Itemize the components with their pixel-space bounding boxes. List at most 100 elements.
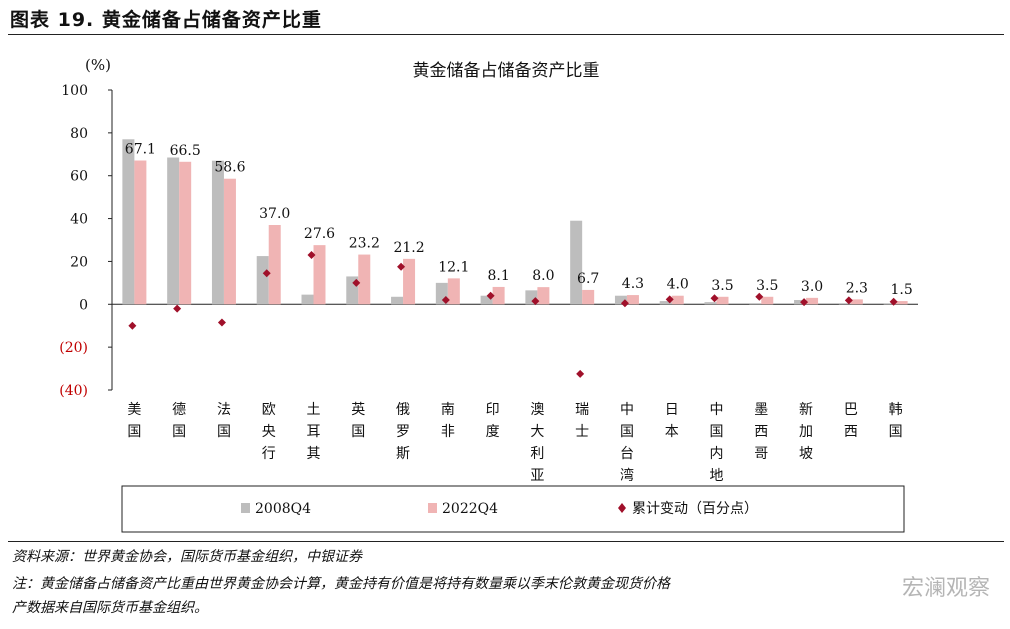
legend-swatch-2008q4 <box>241 503 250 513</box>
bar-data-label: 8.1 <box>487 268 509 284</box>
bar-2022q4 <box>850 299 863 305</box>
category-label-char: 澳 <box>530 402 544 418</box>
legend-box <box>121 485 905 533</box>
legend-label-change: 累计变动（百分点） <box>632 501 758 517</box>
category-label-char: 其 <box>307 446 321 462</box>
change-marker <box>262 269 271 278</box>
category-label-char: 巴 <box>844 402 858 418</box>
change-marker <box>755 292 764 301</box>
category-label-char: 行 <box>262 446 276 462</box>
y-tick-label: 0 <box>79 297 88 313</box>
bar-data-label: 37.0 <box>259 206 290 222</box>
category-label-char: 坡 <box>799 446 813 462</box>
bar-2008q4 <box>704 302 717 305</box>
change-marker <box>889 297 898 306</box>
bar-2022q4 <box>582 289 595 305</box>
footnote-line-1: 注：黄金储备占储备资产比重由世界黄金协会计算，黄金持有价值是将持有数量乘以季末伦… <box>12 576 670 592</box>
change-marker <box>844 296 853 305</box>
bar-data-label: 2.3 <box>846 280 868 296</box>
change-marker <box>620 299 629 308</box>
category-label-char: 内 <box>710 446 724 462</box>
bar-data-label: 21.2 <box>393 240 424 256</box>
bar-2022q4 <box>313 245 326 305</box>
figure-title: 图表 19. 黄金储备占储备资产比重 <box>10 9 322 31</box>
category-label-char: 国 <box>351 424 365 440</box>
category-label-char: 欧 <box>262 402 276 418</box>
bar-2008q4 <box>211 160 224 305</box>
bar-2008q4 <box>659 301 672 305</box>
bar-2008q4 <box>480 295 493 305</box>
category-label-char: 湾 <box>620 467 634 484</box>
y-tick-label: 40 <box>70 212 88 228</box>
legend-label-2022q4: 2022Q4 <box>442 501 498 517</box>
category-label-char: 央 <box>262 424 276 440</box>
category-label-char: 德 <box>172 402 186 418</box>
bar-2022q4 <box>223 178 236 305</box>
bar-2022q4 <box>895 301 908 305</box>
category-label-char: 国 <box>217 424 231 440</box>
change-marker <box>397 262 406 271</box>
bar-data-label: 12.1 <box>438 259 469 275</box>
category-label-char: 南 <box>441 402 455 418</box>
bar-data-label: 3.5 <box>711 278 733 294</box>
category-label-char: 中 <box>710 402 724 418</box>
category-label-char: 国 <box>127 424 141 440</box>
category-label-char: 国 <box>620 424 634 440</box>
bar-2022q4 <box>626 295 639 305</box>
chart-title: 黄金储备占储备资产比重 <box>413 61 600 81</box>
category-label-char: 耳 <box>307 424 321 440</box>
bar-data-label: 8.0 <box>532 268 554 284</box>
bar-2008q4 <box>614 295 627 305</box>
change-marker <box>710 294 719 303</box>
category-label-char: 韩 <box>889 402 903 418</box>
source-note: 资料来源：世界黄金协会，国际货币基金组织，中银证券 <box>12 549 362 565</box>
watermark-logo: 宏澜观察 <box>901 576 990 601</box>
legend-swatch-2022q4 <box>428 503 437 513</box>
category-label-char: 中 <box>620 402 634 418</box>
bar-2022q4 <box>268 225 281 305</box>
bar-2008q4 <box>838 303 851 305</box>
bar-2022q4 <box>716 296 729 305</box>
category-label-char: 西 <box>754 424 768 440</box>
bar-data-label: 3.0 <box>801 279 823 295</box>
bar-2022q4 <box>403 258 416 305</box>
change-marker <box>173 304 182 313</box>
category-label-char: 国 <box>172 424 186 440</box>
change-marker <box>665 295 674 304</box>
bar-2022q4 <box>358 254 371 305</box>
y-tick-label: 80 <box>70 126 88 142</box>
bar-2022q4 <box>447 278 460 305</box>
legend-label-2008q4: 2008Q4 <box>255 501 311 517</box>
category-label-char: 地 <box>710 468 724 484</box>
bar-2022q4 <box>179 161 192 305</box>
change-marker <box>800 298 809 307</box>
category-label-char: 日 <box>665 402 679 418</box>
bar-data-label: 67.1 <box>125 142 156 158</box>
top-rule <box>8 34 1004 35</box>
change-marker <box>531 297 540 306</box>
y-tick-label: 60 <box>70 169 88 185</box>
category-label-char: 印 <box>486 402 500 418</box>
category-label-char: 士 <box>575 424 589 440</box>
y-tick-label: 100 <box>61 83 88 99</box>
y-tick-label: (20) <box>59 340 88 356</box>
bar-2008q4 <box>391 296 404 305</box>
bottom-rule <box>8 541 1004 542</box>
category-label-char: 大 <box>530 424 544 440</box>
category-label-char: 瑞 <box>575 402 589 418</box>
bar-2022q4 <box>806 297 819 305</box>
category-label-char: 斯 <box>396 446 410 462</box>
bar-2008q4 <box>749 303 762 305</box>
category-label-char: 非 <box>441 424 455 440</box>
bar-data-label: 27.6 <box>304 226 335 242</box>
bar-data-label: 3.5 <box>756 278 778 294</box>
category-label-char: 台 <box>620 446 634 462</box>
category-label-char: 哥 <box>754 446 768 462</box>
category-label-char: 墨 <box>754 402 768 418</box>
category-label-char: 国 <box>889 424 903 440</box>
y-tick-label: 20 <box>70 254 88 270</box>
change-marker <box>128 321 137 330</box>
category-label-char: 法 <box>217 402 231 418</box>
category-label-char: 度 <box>486 424 500 440</box>
